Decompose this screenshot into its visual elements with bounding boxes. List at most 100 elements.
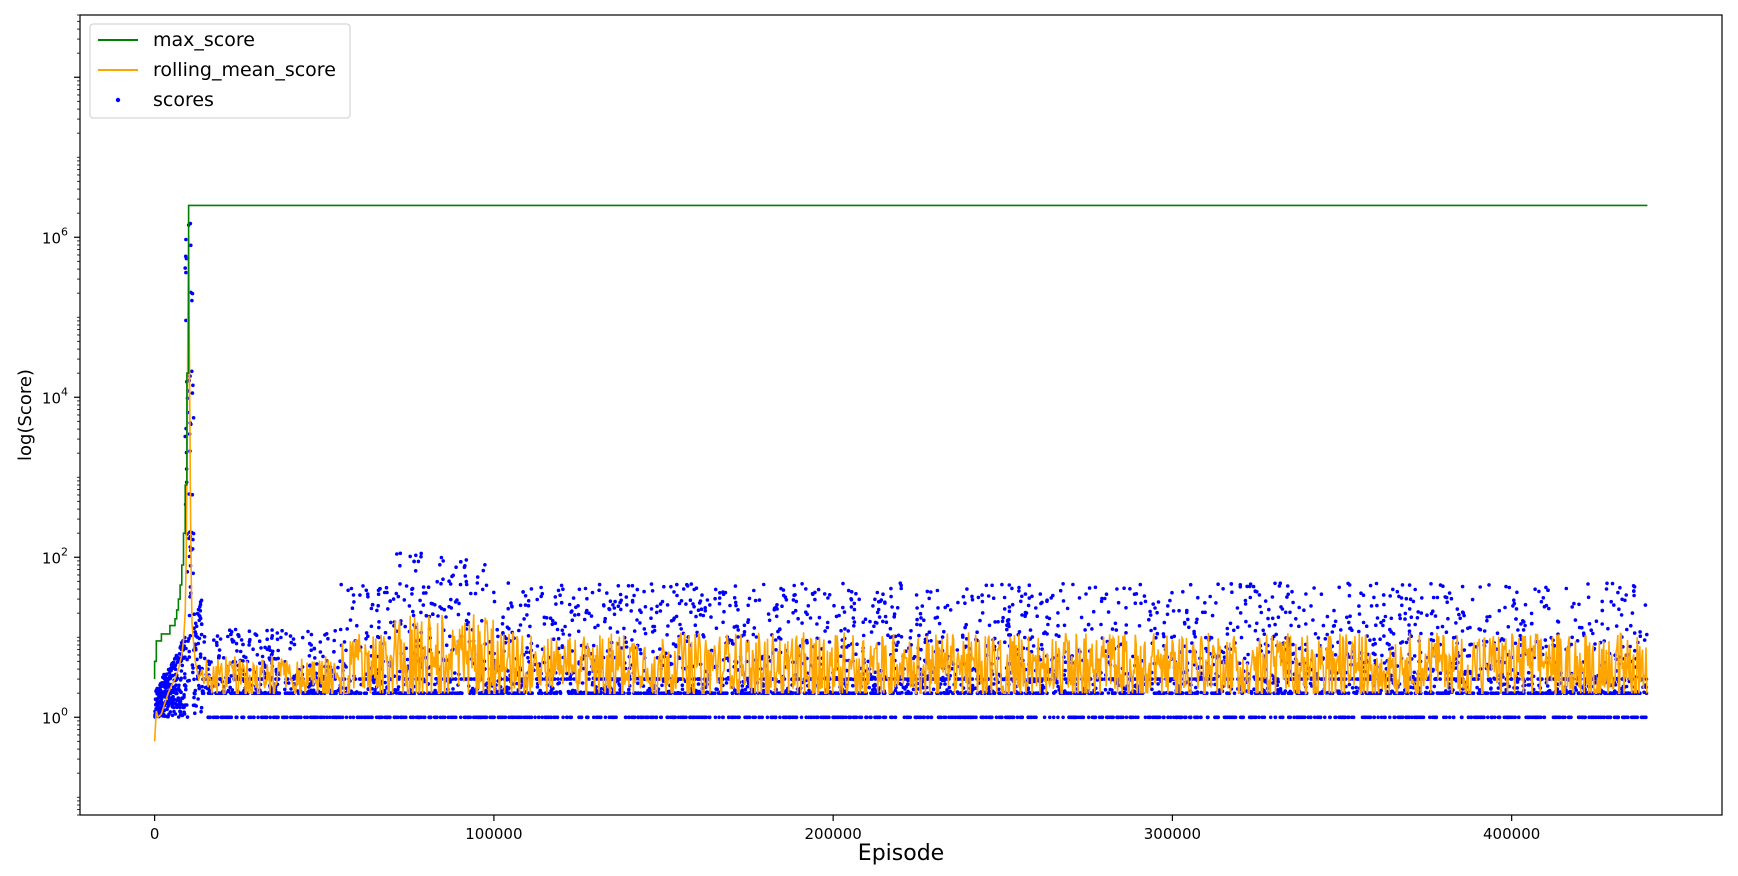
scores-point	[935, 588, 940, 593]
scores-point	[457, 601, 461, 606]
scores-point	[1408, 597, 1413, 601]
scores-point	[1196, 595, 1200, 600]
scores-point	[1000, 619, 1005, 624]
scores-point	[769, 715, 774, 720]
scores-point	[916, 715, 920, 720]
scores-point	[675, 582, 679, 587]
scores-point	[249, 715, 253, 720]
scores-point	[1239, 635, 1244, 640]
scores-point	[1079, 615, 1084, 620]
scores-point	[556, 677, 560, 681]
scores-point	[570, 649, 574, 653]
scores-point	[1444, 630, 1449, 634]
scores-point	[1630, 611, 1635, 615]
scores-point	[448, 582, 453, 586]
scores-point	[1156, 600, 1161, 604]
scores-point	[873, 597, 877, 602]
scores-point	[713, 715, 718, 720]
scores-point	[1156, 682, 1160, 686]
scores-point	[309, 715, 314, 720]
scores-point	[1429, 638, 1433, 642]
scores-point	[1435, 625, 1440, 630]
scores-point	[1488, 614, 1492, 619]
scores-point	[1183, 715, 1187, 720]
scores-point	[963, 625, 967, 630]
scores-point	[1154, 636, 1158, 640]
scores-point	[601, 603, 606, 607]
scores-point	[282, 715, 286, 720]
scores-point	[918, 623, 923, 627]
scores-point	[754, 635, 759, 639]
scores-point	[1294, 617, 1298, 621]
scores-point	[1273, 581, 1277, 586]
scores-point	[1087, 586, 1092, 590]
scores-point	[1643, 603, 1648, 607]
scores-point	[1543, 638, 1548, 642]
scores-point	[1204, 646, 1208, 651]
scores-point	[1312, 715, 1317, 720]
scores-point	[615, 630, 620, 634]
scores-point	[1259, 610, 1264, 615]
scores-point	[734, 603, 738, 608]
scores-point	[639, 651, 643, 656]
scores-point	[346, 588, 350, 593]
scores-point	[630, 583, 635, 588]
scores-point	[1155, 677, 1160, 681]
scores-point	[805, 612, 809, 617]
scores-point	[387, 636, 392, 640]
scores-point	[1623, 598, 1627, 603]
scores-point	[1309, 677, 1313, 681]
scores-point	[444, 643, 449, 647]
scores-point	[1039, 642, 1044, 647]
scores-point	[492, 599, 497, 604]
scores-point	[1168, 677, 1172, 681]
scores-point	[1438, 583, 1443, 587]
scores-point	[1449, 596, 1454, 601]
scores-point	[1383, 614, 1388, 619]
scores-point	[504, 636, 509, 641]
scores-point	[1210, 613, 1215, 618]
scores-point	[846, 588, 851, 593]
scores-point	[1432, 684, 1437, 689]
scores-point	[398, 669, 402, 674]
scores-point	[642, 589, 646, 594]
scores-point	[1382, 634, 1386, 638]
scores-point	[1165, 612, 1170, 617]
scores-point	[1523, 602, 1528, 607]
scores-point	[446, 715, 451, 720]
scores-point	[1455, 607, 1460, 611]
scores-point	[557, 681, 562, 685]
scores-point	[632, 593, 636, 598]
scores-point	[685, 582, 689, 587]
scores-point	[766, 612, 771, 616]
scores-point	[721, 715, 725, 720]
scores-point	[1533, 587, 1537, 591]
scores-point	[938, 640, 942, 644]
scores-point	[433, 603, 437, 607]
scores-point	[607, 607, 611, 611]
scores-point	[681, 715, 685, 720]
scores-point	[1232, 715, 1236, 720]
scores-point	[1346, 691, 1351, 695]
scores-point	[861, 633, 866, 638]
scores-point	[790, 691, 795, 695]
scores-point	[480, 587, 485, 592]
scores-point	[841, 581, 845, 586]
scores-point	[234, 641, 239, 646]
scores-point	[942, 715, 946, 720]
scores-point	[1325, 614, 1330, 619]
scores-point	[1010, 715, 1015, 720]
scores-point	[339, 582, 344, 587]
scores-point	[1478, 585, 1482, 589]
scores-point	[411, 609, 415, 614]
scores-point	[851, 683, 855, 688]
scores-point	[1017, 589, 1021, 593]
scores-point	[307, 685, 311, 689]
scores-point	[526, 655, 530, 660]
scores-point	[342, 640, 347, 644]
scores-point	[373, 688, 377, 692]
scores-point	[1124, 715, 1129, 720]
scores-point	[411, 613, 416, 618]
scores-point	[1514, 607, 1519, 611]
scores-point	[1091, 609, 1096, 614]
